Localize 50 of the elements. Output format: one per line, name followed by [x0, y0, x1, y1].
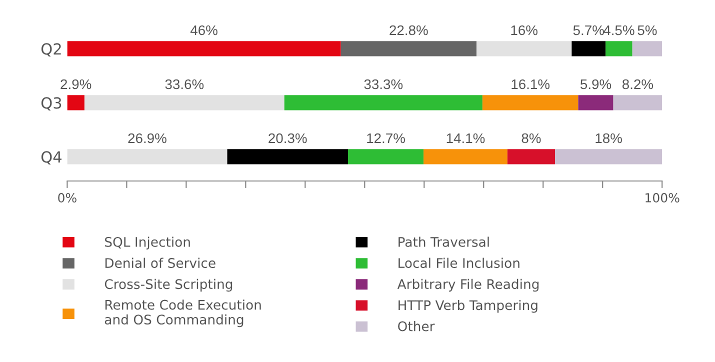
legend-label: Arbitrary File Reading: [397, 278, 539, 292]
data-label: 20.3%: [268, 133, 307, 144]
y-tick-label: Q4: [41, 151, 62, 164]
data-label: 26.9%: [128, 133, 166, 144]
bar: [555, 149, 662, 164]
bar: [572, 41, 606, 56]
legend-label: Remote Code Execution and OS Commanding: [104, 300, 261, 328]
legend-label: SQL Injection: [105, 236, 190, 250]
bar: [424, 149, 508, 164]
data-label: 33.3%: [364, 79, 403, 90]
bar: [227, 149, 348, 164]
data-label: 5.7%: [573, 25, 604, 36]
bar: [613, 95, 662, 110]
data-label: 2.9%: [60, 79, 92, 90]
bar: [67, 41, 341, 56]
data-label: 16%: [511, 25, 538, 36]
data-label: 4.5%: [603, 25, 634, 36]
bar: [632, 41, 662, 56]
y-tick-label: Q2: [41, 43, 61, 56]
legend-label: HTTP Verb Tampering: [398, 300, 538, 313]
bar: [606, 41, 632, 56]
data-label: 16.1%: [512, 79, 550, 90]
bar: [507, 149, 556, 164]
data-label: 22.8%: [390, 25, 428, 36]
data-label: 8%: [522, 133, 541, 144]
legend-label: Denial of Service: [105, 258, 216, 268]
data-label: 46%: [190, 25, 218, 36]
legend-label: Cross-Site Scripting: [104, 278, 232, 292]
bar: [482, 95, 578, 110]
bar: [476, 41, 572, 56]
bar: [67, 149, 228, 164]
bar: [67, 95, 84, 110]
x-tick-label: 0%: [58, 193, 76, 202]
x-tick-label: 100%: [646, 193, 680, 202]
data-label: 18%: [596, 133, 622, 144]
data-label: 5%: [638, 25, 657, 36]
y-tick-label: Q3: [41, 97, 62, 110]
legend-label: Local File Inclusion: [398, 258, 520, 268]
bar: [348, 149, 424, 164]
data-label: 33.6%: [165, 79, 204, 90]
bar: [578, 95, 614, 110]
data-label: 5.9%: [580, 79, 612, 90]
data-label: 12.7%: [367, 133, 405, 144]
bar: [84, 95, 284, 110]
legend-label: Path Traversal: [398, 236, 489, 247]
bar: [284, 95, 482, 110]
data-label: 14.1%: [446, 133, 485, 144]
bar: [340, 41, 476, 56]
data-label: 8.2%: [622, 79, 654, 90]
legend-label: Other: [398, 321, 435, 332]
